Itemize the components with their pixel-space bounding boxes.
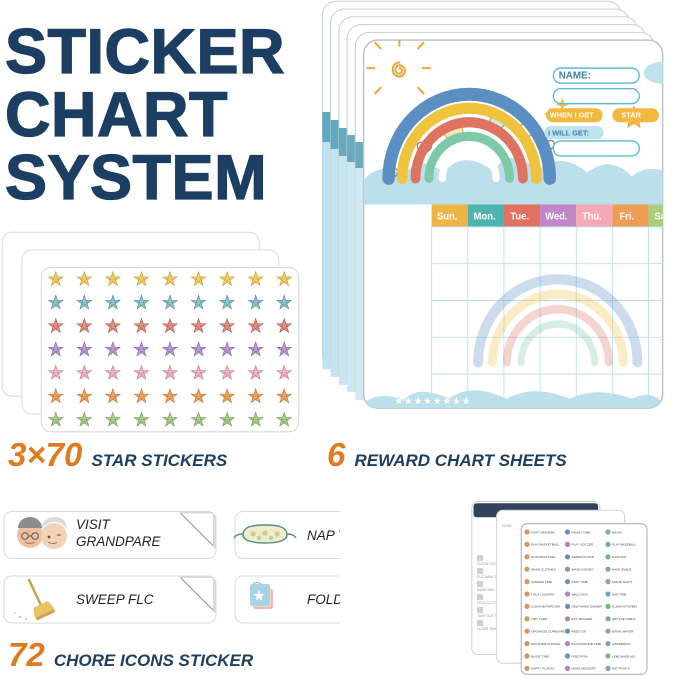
svg-text:WASH CLOTHES: WASH CLOTHES bbox=[531, 568, 556, 572]
svg-text:GRANDPARE: GRANDPARE bbox=[76, 534, 162, 549]
svg-text:DRINK WATER: DRINK WATER bbox=[612, 630, 634, 634]
svg-text:DANCING: DANCING bbox=[612, 555, 627, 559]
svg-text:WALK DOG: WALK DOG bbox=[572, 592, 589, 596]
svg-text:NAP TIM: NAP TIM bbox=[307, 528, 340, 543]
svg-text:FEED CAT: FEED CAT bbox=[572, 630, 587, 634]
svg-text:EAT VEGGIES: EAT VEGGIES bbox=[572, 617, 593, 621]
svg-text:FOLD LAUNDRY: FOLD LAUNDRY bbox=[531, 592, 555, 596]
svg-text:SWEEP FLOOR: SWEEP FLOOR bbox=[572, 555, 595, 559]
svg-text:TIDY YARD: TIDY YARD bbox=[531, 617, 548, 621]
svg-text:SWEEP FLC: SWEEP FLC bbox=[76, 592, 154, 607]
svg-text:BIKING: BIKING bbox=[612, 530, 623, 534]
svg-text:HELP MAKE DINNER: HELP MAKE DINNER bbox=[572, 605, 603, 609]
svg-text:CLEAN KITCHEN: CLEAN KITCHEN bbox=[612, 605, 637, 609]
svg-text:MAKE DESSERT: MAKE DESSERT bbox=[572, 667, 596, 671]
svg-text:WASH DISHES: WASH DISHES bbox=[572, 568, 594, 572]
svg-text:FEED FISH: FEED FISH bbox=[572, 654, 588, 658]
svg-text:PLAY SOCCER: PLAY SOCCER bbox=[572, 543, 594, 547]
svg-text:NAME:: NAME: bbox=[502, 524, 513, 528]
svg-text:SET THE TABLE: SET THE TABLE bbox=[612, 617, 635, 621]
svg-text:SCOOTER CHANGE: SCOOTER CHANGE bbox=[531, 642, 560, 646]
svg-text:VISIT: VISIT bbox=[76, 517, 112, 532]
svg-text:EAT FRUITS: EAT FRUITS bbox=[612, 667, 630, 671]
svg-text:MAKE BED: MAKE BED bbox=[477, 588, 495, 592]
svg-text:LEMONADE AID: LEMONADE AID bbox=[612, 654, 636, 658]
svg-text:OUTDOOR TIME: OUTDOOR TIME bbox=[531, 555, 555, 559]
svg-text:ORGANIZE CUPBOARD: ORGANIZE CUPBOARD bbox=[531, 630, 566, 634]
svg-text:PLAY BASKETBALL: PLAY BASKETBALL bbox=[531, 543, 560, 547]
svg-text:HAVE SNACK: HAVE SNACK bbox=[612, 568, 633, 572]
svg-text:MOVIE NIGHT: MOVIE NIGHT bbox=[612, 580, 633, 584]
svg-text:PLAYGROUND TIME: PLAYGROUND TIME bbox=[572, 642, 602, 646]
svg-text:FAMILY TIME: FAMILY TIME bbox=[572, 530, 591, 534]
svg-text:VISIT GRANDPA: VISIT GRANDPA bbox=[531, 530, 556, 534]
svg-text:GARDENING: GARDENING bbox=[612, 642, 631, 646]
svg-text:HAPPY PLANTS: HAPPY PLANTS bbox=[531, 667, 554, 671]
svg-text:SCREEN TIME: SCREEN TIME bbox=[531, 580, 552, 584]
svg-text:NAP TIME: NAP TIME bbox=[612, 592, 627, 596]
svg-text:FOLD: FOLD bbox=[307, 592, 340, 607]
svg-text:MUSIC TIME: MUSIC TIME bbox=[531, 654, 549, 658]
svg-text:PRAY TIME: PRAY TIME bbox=[572, 580, 588, 584]
svg-text:PLAY BASEBALL: PLAY BASEBALL bbox=[612, 543, 637, 547]
svg-text:CLEAN BATHROOM: CLEAN BATHROOM bbox=[531, 605, 560, 609]
